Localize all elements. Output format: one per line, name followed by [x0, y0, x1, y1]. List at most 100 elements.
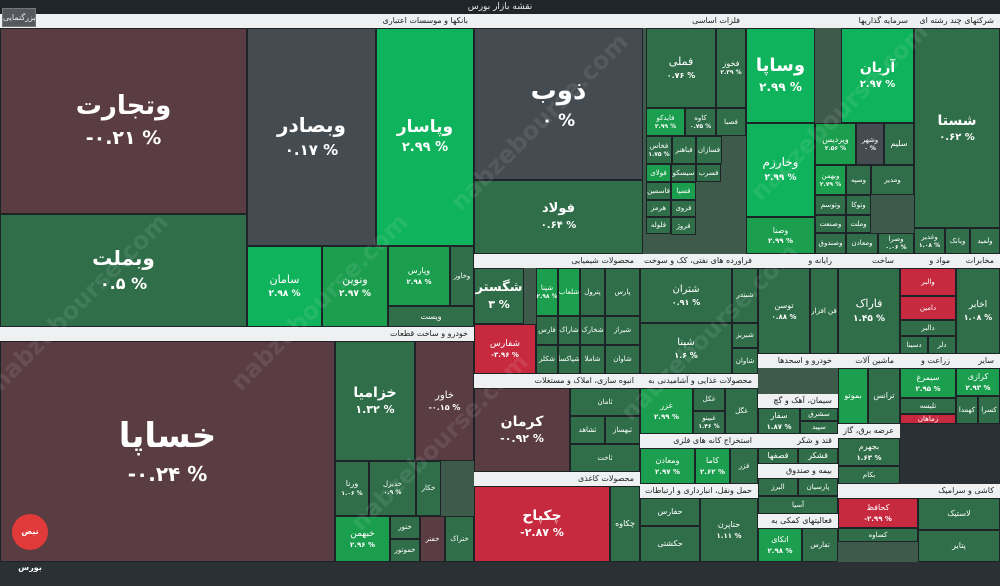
- stock-tile[interactable]: غگل: [725, 388, 758, 434]
- stock-tile[interactable]: کحافظ -۲.۹۹ %: [838, 498, 918, 528]
- stock-tile[interactable]: وصندوق: [815, 233, 846, 254]
- stock-tile[interactable]: فلوله: [646, 217, 671, 234]
- sector-header[interactable]: بانکها و موسسات اعتباری: [0, 14, 474, 28]
- stock-tile[interactable]: غبینو ۱.۴۶ %: [693, 411, 725, 434]
- stock-tile[interactable]: فملی ۰.۷۶ %: [646, 28, 716, 108]
- sector-header[interactable]: مواد و: [900, 254, 956, 268]
- stock-tile[interactable]: پارس: [605, 268, 640, 316]
- stock-tile[interactable]: شاراک: [558, 316, 580, 345]
- stock-tile[interactable]: فارس: [536, 316, 558, 345]
- stock-tile[interactable]: سفار ۱.۸۷ %: [758, 408, 800, 434]
- stock-tile[interactable]: دالبر: [900, 320, 956, 336]
- stock-tile[interactable]: لاستیک: [918, 498, 1000, 530]
- sector-header[interactable]: قند و شکر: [758, 434, 838, 448]
- stock-tile[interactable]: ذوب ۰ %: [474, 28, 643, 180]
- sector-header[interactable]: محصولات غذایی و آشامیدنی به: [640, 374, 758, 388]
- stock-tile[interactable]: وساپا ۲.۹۹ %: [746, 28, 815, 123]
- sector-header[interactable]: خودرو و ساخت قطعات: [0, 327, 474, 341]
- stock-tile[interactable]: فزر: [730, 448, 758, 484]
- stock-tile[interactable]: کسرا: [978, 396, 1000, 424]
- stock-tile[interactable]: قشکر: [798, 448, 838, 464]
- stock-tile[interactable]: پترول: [580, 268, 605, 316]
- sector-header[interactable]: فلزات اساسی: [474, 14, 746, 28]
- stock-tile[interactable]: کاوه ۰.۷۵ %: [685, 108, 716, 136]
- stock-tile[interactable]: دسینا: [900, 336, 928, 354]
- stock-tile[interactable]: خموتور: [390, 539, 420, 562]
- stock-tile[interactable]: شکلر: [536, 345, 558, 374]
- stock-tile[interactable]: شپنا ۲.۹۸ %: [536, 268, 558, 316]
- stock-tile[interactable]: خدیزل ۰.۹ %: [369, 461, 416, 516]
- sector-header[interactable]: فراورده های نفتی، کک و سوخت: [640, 254, 758, 268]
- stock-tile[interactable]: وصنعت: [815, 215, 846, 233]
- stock-tile[interactable]: ثامان: [570, 388, 640, 416]
- stock-tile[interactable]: چکاوه: [610, 486, 640, 562]
- stock-tile[interactable]: فایدکو ۲.۹۹ %: [646, 108, 685, 136]
- stock-tile[interactable]: حتاپرن ۱.۱۱ %: [700, 498, 758, 562]
- sector-header[interactable]: ساخت: [838, 254, 900, 268]
- stock-tile[interactable]: دامین: [900, 296, 956, 320]
- sector-header[interactable]: سرمایه گذاریها: [746, 14, 914, 28]
- stock-tile[interactable]: ترانس: [868, 368, 900, 424]
- stock-tile[interactable]: فسرب: [696, 164, 721, 182]
- stock-tile[interactable]: ختراک: [445, 516, 474, 562]
- stock-tile[interactable]: وپاسار ۲.۹۹ %: [376, 28, 474, 246]
- stock-tile[interactable]: ویست: [388, 306, 474, 327]
- stock-tile[interactable]: ورنا ۱.۰۶ %: [335, 461, 369, 516]
- stock-tile[interactable]: شاوان: [605, 345, 640, 374]
- sector-header[interactable]: مخابرات: [956, 254, 1000, 268]
- stock-tile[interactable]: سلیم: [884, 123, 914, 165]
- stock-tile[interactable]: وتوسم: [815, 195, 846, 215]
- stock-tile[interactable]: وبصادر ۰.۱۷ %: [247, 28, 376, 246]
- sector-header[interactable]: سایر: [956, 354, 1000, 368]
- stock-tile[interactable]: ولمید: [970, 228, 1000, 254]
- stock-tile[interactable]: ومدیر: [871, 165, 914, 195]
- stock-tile[interactable]: خبهمن ۲.۹۶ %: [335, 516, 390, 562]
- stock-tile[interactable]: وخارزم ۲.۹۹ %: [746, 123, 815, 217]
- stock-tile[interactable]: پارسیان: [798, 478, 838, 496]
- stock-tile[interactable]: غزر ۲.۹۹ %: [640, 388, 693, 434]
- stock-tile[interactable]: شتران ۰.۹۱ %: [640, 268, 732, 323]
- stock-tile[interactable]: وملت: [846, 215, 871, 233]
- stock-tile[interactable]: والبر: [900, 268, 956, 296]
- stock-tile[interactable]: قصفها: [758, 448, 798, 464]
- stock-tile[interactable]: شیراز: [605, 316, 640, 345]
- sector-header[interactable]: کاشی و سرامیک: [838, 484, 1000, 498]
- stock-tile[interactable]: خزامیا ۱.۳۲ %: [335, 341, 415, 461]
- stock-tile[interactable]: ومعادن ۲.۹۷ %: [640, 448, 695, 484]
- stock-tile[interactable]: سپید: [800, 421, 838, 434]
- stock-tile[interactable]: فاراک ۱.۴۵ %: [838, 268, 900, 354]
- stock-tile[interactable]: خاور -۰.۱۵ %: [415, 341, 474, 461]
- stock-tile[interactable]: فروی: [671, 200, 696, 217]
- stock-tile[interactable]: فسازان: [696, 136, 722, 164]
- stock-tile[interactable]: فولای: [646, 164, 671, 182]
- stock-tile[interactable]: حکشتی: [640, 526, 700, 562]
- stock-tile[interactable]: خساپا -۰.۲۴ %: [0, 341, 335, 562]
- stock-tile[interactable]: کاما ۲.۶۲ %: [695, 448, 730, 484]
- stock-tile[interactable]: حفارس: [640, 498, 700, 526]
- sector-header[interactable]: بیمه و صندوق: [758, 464, 838, 478]
- stock-tile[interactable]: وسپه: [846, 165, 871, 195]
- sector-header[interactable]: انبوه سازی، املاک و مستغلات: [474, 374, 640, 388]
- stock-tile[interactable]: ثاخت: [570, 444, 640, 472]
- stock-tile[interactable]: غکل: [693, 388, 725, 411]
- stock-tile[interactable]: وخاور: [450, 246, 474, 306]
- stock-tile[interactable]: بکام: [838, 466, 900, 484]
- stock-tile[interactable]: کرازی ۲.۹۳ %: [956, 368, 1000, 396]
- stock-tile[interactable]: سشرق: [800, 408, 838, 421]
- stock-tile[interactable]: آریان ۲.۹۷ %: [841, 28, 914, 123]
- sector-header[interactable]: شرکتهای چند رشته ای: [914, 14, 1000, 28]
- stock-tile[interactable]: شپاکسا: [558, 345, 580, 374]
- sector-header[interactable]: فعالیتهای کمکی به: [758, 514, 838, 528]
- stock-tile[interactable]: شاملا: [580, 345, 605, 374]
- stock-tile[interactable]: وبانک: [945, 228, 970, 254]
- stock-tile[interactable]: وغدیر ۱.۰۸ %: [914, 228, 945, 254]
- stock-tile[interactable]: شلعاب: [558, 268, 580, 316]
- stock-tile[interactable]: خکار: [416, 461, 441, 516]
- stock-tile[interactable]: فولاد ۰.۶۴ %: [474, 180, 643, 254]
- stock-tile[interactable]: اخابر ۱.۰۸ %: [956, 268, 1000, 354]
- stock-tile[interactable]: دلر: [928, 336, 956, 354]
- stock-tile[interactable]: فخوز ۲.۳۹ %: [716, 28, 746, 108]
- stock-tile[interactable]: شبریز: [732, 323, 758, 348]
- stock-tile[interactable]: فسپا: [671, 182, 696, 200]
- stock-tile[interactable]: وصنا ۲.۹۹ %: [746, 217, 815, 254]
